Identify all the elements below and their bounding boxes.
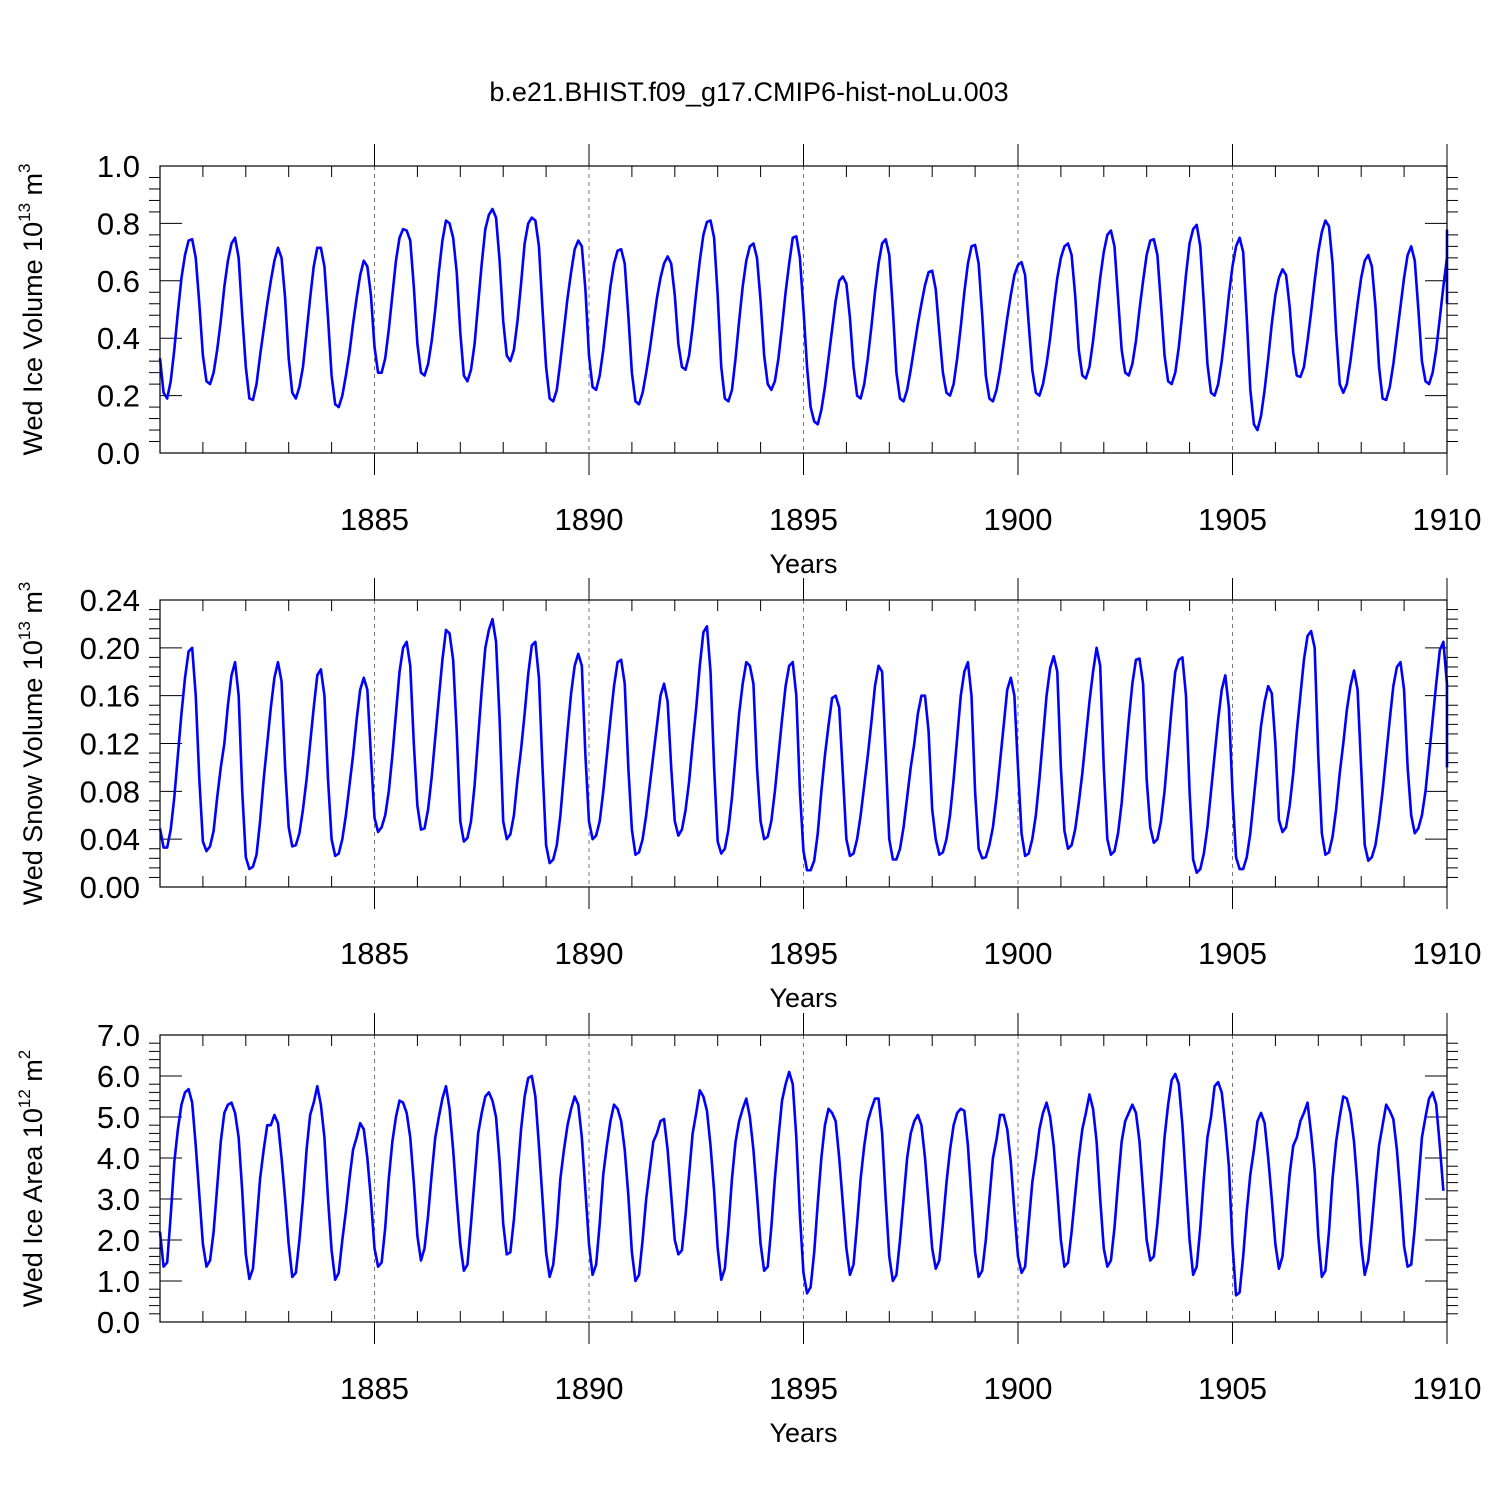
y-tick-label: 0.04 [80, 822, 140, 857]
panel-1: 0.0 0.2 0.4 0.6 0.8 1.0 1885 1890 1895 1900 1905 19… [15, 144, 1481, 579]
x-axis-label: Years [769, 549, 837, 579]
x-tick-label: 1895 [769, 502, 838, 537]
x-tick-label: 1885 [340, 1371, 409, 1406]
y-tick-label: 2.0 [97, 1223, 140, 1258]
y-tick-label: 0.6 [97, 264, 140, 299]
x-tick-label: 1905 [1198, 502, 1267, 537]
x-tick-label: 1900 [984, 502, 1053, 537]
panel-2: 0.00 0.04 0.08 0.12 0.16 0.20 0.24 1885 1890 1895… [15, 578, 1481, 1013]
y-tick-label: 0.16 [80, 679, 140, 714]
y-tick-label: 0.0 [97, 436, 140, 471]
x-tick-label: 1910 [1413, 502, 1482, 537]
plot-frame [159, 165, 1448, 454]
y-tick-label: 0.00 [80, 870, 140, 905]
x-tick-label: 1890 [555, 1371, 624, 1406]
figure-title: b.e21.BHIST.f09_g17.CMIP6-hist-noLu.003 [489, 77, 1008, 107]
y-axis-label: Wed Ice Area 1012 m2 [15, 1050, 48, 1308]
y-tick-label: 0.08 [80, 774, 140, 809]
x-tick-label: 1910 [1413, 936, 1482, 971]
y-tick-label: 0.4 [97, 321, 140, 356]
x-tick-label: 1910 [1413, 1371, 1482, 1406]
x-tick-label: 1885 [340, 936, 409, 971]
y-tick-label: 1.0 [97, 1264, 140, 1299]
plot-frame [159, 599, 1448, 888]
x-tick-label: 1905 [1198, 936, 1267, 971]
y-tick-label: 0.2 [97, 379, 140, 414]
x-tick-label: 1895 [769, 936, 838, 971]
y-tick-label: 0.0 [97, 1305, 140, 1340]
plots: 0.0 0.2 0.4 0.6 0.8 1.0 1885 1890 1895 1900 1905 19… [15, 144, 1481, 1448]
y-tick-label: 4.0 [97, 1141, 140, 1176]
x-axis-label: Years [769, 983, 837, 1013]
y-tick-label: 0.12 [80, 727, 140, 762]
x-tick-label: 1905 [1198, 1371, 1267, 1406]
x-axis-label: Years [769, 1418, 837, 1448]
y-tick-label: 0.24 [80, 583, 140, 618]
x-tick-label: 1885 [340, 502, 409, 537]
y-axis-label: Wed Ice Volume 1013 m3 [15, 163, 48, 455]
y-tick-label: 0.20 [80, 631, 140, 666]
x-tick-label: 1900 [984, 936, 1053, 971]
x-tick-label: 1890 [555, 936, 624, 971]
y-tick-label: 1.0 [97, 149, 140, 184]
x-tick-label: 1900 [984, 1371, 1053, 1406]
y-tick-label: 7.0 [97, 1018, 140, 1053]
panel-3: 0.0 1.0 2.0 3.0 4.0 5.0 6.0 7.0 1885 1890 1895 1900… [15, 1013, 1481, 1448]
series-line [158, 617, 1449, 874]
y-axis-label: Wed Snow Volume 1013 m3 [15, 582, 48, 906]
y-tick-label: 0.8 [97, 206, 140, 241]
y-tick-label: 6.0 [97, 1059, 140, 1094]
x-tick-label: 1890 [555, 502, 624, 537]
series-line [158, 207, 1449, 432]
x-tick-label: 1895 [769, 1371, 838, 1406]
y-tick-label: 5.0 [97, 1100, 140, 1135]
plot-frame [159, 1034, 1448, 1323]
series-line [158, 1070, 1445, 1297]
y-tick-label: 3.0 [97, 1182, 140, 1217]
